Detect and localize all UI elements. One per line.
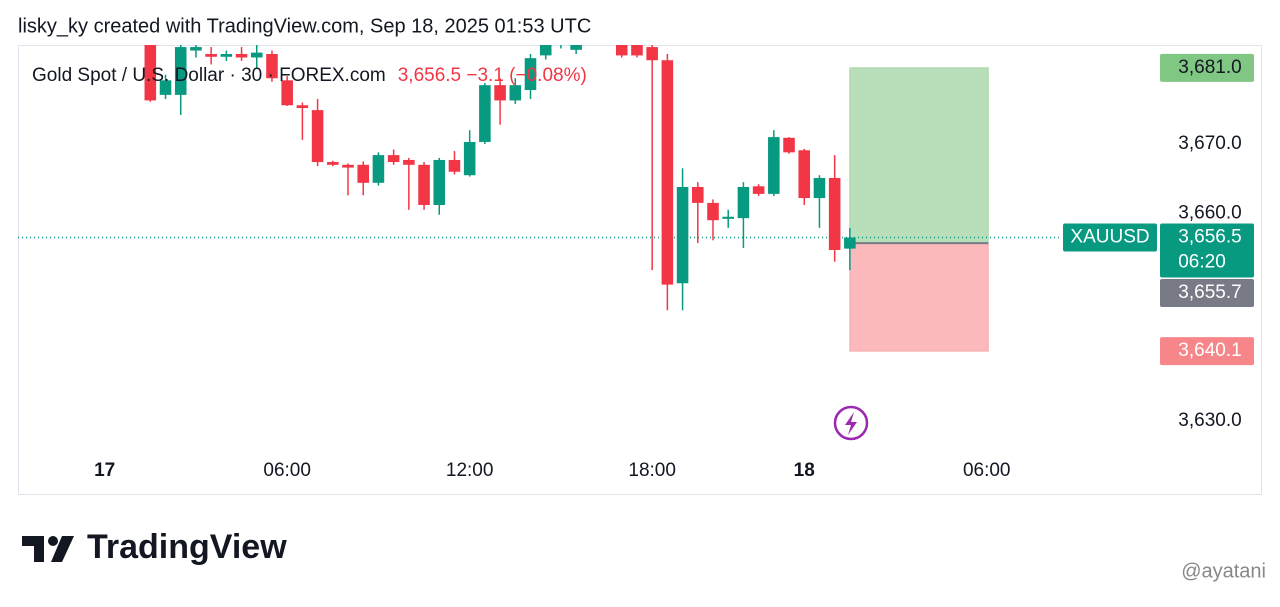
candle-body bbox=[844, 237, 856, 249]
watermark: @ayatani bbox=[1181, 560, 1266, 582]
brand: TradingView bbox=[87, 528, 287, 566]
loss-zone bbox=[849, 242, 989, 352]
candle-body bbox=[357, 164, 369, 183]
candle-body bbox=[676, 186, 689, 284]
price-tag bbox=[1160, 279, 1254, 307]
y-tick-label: 3,630.0 bbox=[1178, 410, 1241, 431]
x-tick-label: 18:00 bbox=[628, 460, 676, 481]
x-tick-label: 17 bbox=[94, 460, 115, 481]
candle-body bbox=[692, 186, 704, 203]
price-tag-label: 3,640.1 bbox=[1178, 340, 1241, 361]
candle-body bbox=[813, 177, 826, 199]
x-tick-label: 06:00 bbox=[963, 460, 1011, 481]
candle-body bbox=[250, 52, 263, 58]
candle-body bbox=[372, 155, 385, 183]
candle-body bbox=[266, 54, 278, 79]
candle-body bbox=[463, 141, 476, 176]
candle-body bbox=[281, 80, 293, 106]
candle-body bbox=[722, 216, 734, 219]
candle-body bbox=[601, 26, 613, 33]
candle-body bbox=[646, 47, 658, 61]
candle-body bbox=[327, 162, 339, 165]
symbol-tag-label: XAUUSD bbox=[1070, 227, 1149, 248]
candle-body bbox=[448, 159, 461, 172]
candle-body bbox=[539, 45, 552, 56]
candle-body bbox=[555, 40, 567, 43]
price-tag-label: 3,655.7 bbox=[1178, 282, 1241, 303]
chart-frame bbox=[18, 45, 1262, 495]
candle-body bbox=[828, 177, 841, 250]
candle-body bbox=[768, 137, 780, 194]
candle-body bbox=[524, 58, 537, 91]
price-tag bbox=[1160, 53, 1254, 82]
symbol-tag bbox=[1063, 223, 1157, 252]
candle-body bbox=[403, 159, 415, 165]
y-tick-label: 3,670.0 bbox=[1178, 133, 1241, 154]
candle-body bbox=[570, 45, 582, 50]
x-tick-label: 12:00 bbox=[446, 460, 494, 481]
candle-body bbox=[174, 47, 187, 95]
candle-body bbox=[220, 54, 233, 57]
overlay: Gold Spot / U.S. Dollar · 30 · FOREX.com… bbox=[32, 53, 1254, 481]
y-tick-label: 3,660.0 bbox=[1178, 202, 1241, 223]
candle-body bbox=[433, 159, 446, 205]
candle-body bbox=[509, 85, 522, 101]
symbol-title: Gold Spot / U.S. Dollar · 30 · FOREX.com bbox=[32, 65, 386, 86]
candle-body bbox=[798, 150, 811, 199]
last-price-label: 3,656.5 bbox=[1178, 227, 1241, 248]
price-tag bbox=[1160, 337, 1254, 366]
profit-zone bbox=[849, 67, 989, 244]
candle-body bbox=[494, 85, 506, 101]
candle-body bbox=[783, 137, 795, 153]
price-tag-label: 3,681.0 bbox=[1178, 57, 1241, 78]
candle-body bbox=[144, 45, 157, 101]
candle-body bbox=[752, 186, 765, 194]
last-price-tag bbox=[1160, 223, 1254, 278]
countdown-label: 06:20 bbox=[1178, 252, 1226, 273]
candle-body bbox=[418, 164, 430, 205]
legend-quote: 3,656.5 −3.1 (−0.08%) bbox=[398, 65, 587, 86]
candle-body bbox=[235, 54, 248, 58]
candle-body bbox=[311, 110, 324, 163]
candle-body bbox=[205, 54, 217, 57]
candle-body bbox=[159, 80, 172, 95]
candle-body bbox=[707, 202, 719, 221]
brand-logo bbox=[22, 536, 74, 562]
candle-body bbox=[190, 47, 202, 51]
session-icon bbox=[833, 405, 869, 441]
x-tick-label: 18 bbox=[794, 460, 815, 481]
x-tick-label: 06:00 bbox=[263, 460, 311, 481]
header: lisky_ky created with TradingView.com, S… bbox=[18, 15, 591, 37]
candle-body bbox=[631, 45, 643, 56]
candle-body bbox=[661, 60, 674, 285]
candle-body bbox=[737, 186, 750, 219]
plot bbox=[18, 26, 1062, 352]
candle-body bbox=[615, 45, 628, 56]
candle-body bbox=[479, 85, 491, 142]
candle-body bbox=[387, 155, 400, 163]
candle-body bbox=[342, 164, 354, 168]
candle-body bbox=[296, 105, 309, 109]
